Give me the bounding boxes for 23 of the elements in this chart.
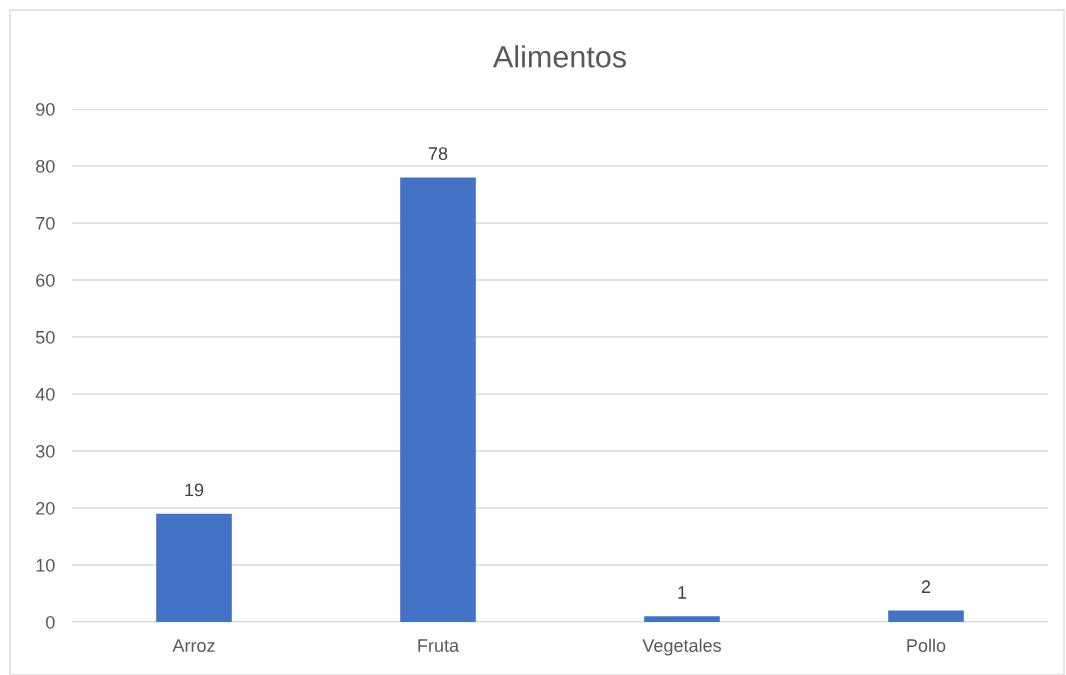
y-tick-label: 80	[36, 159, 55, 173]
y-tick-label: 40	[35, 387, 55, 401]
data-label: 2	[921, 580, 931, 593]
bar	[400, 177, 476, 622]
data-label: 19	[185, 483, 204, 497]
y-tick-label: 60	[36, 273, 55, 287]
y-tick-label: 0	[46, 615, 55, 629]
bar	[888, 610, 964, 622]
y-tick-label: 50	[35, 330, 55, 344]
y-tick-label: 70	[36, 216, 55, 230]
y-tick-label: 90	[36, 102, 55, 116]
chart-title: Alimentos	[492, 45, 626, 68]
bar	[644, 616, 720, 622]
x-tick-label: Fruta	[418, 639, 460, 652]
data-label: 78	[428, 147, 448, 160]
bar	[156, 513, 232, 622]
x-tick-label: Pollo	[907, 638, 946, 652]
y-tick-label: 10	[36, 558, 55, 572]
y-tick-label: 30	[35, 444, 55, 458]
data-label: 1	[678, 586, 687, 599]
x-tick-label: Vegetales	[642, 638, 722, 656]
y-tick-label: 20	[36, 501, 55, 515]
x-tick-label: Arroz	[172, 639, 215, 652]
